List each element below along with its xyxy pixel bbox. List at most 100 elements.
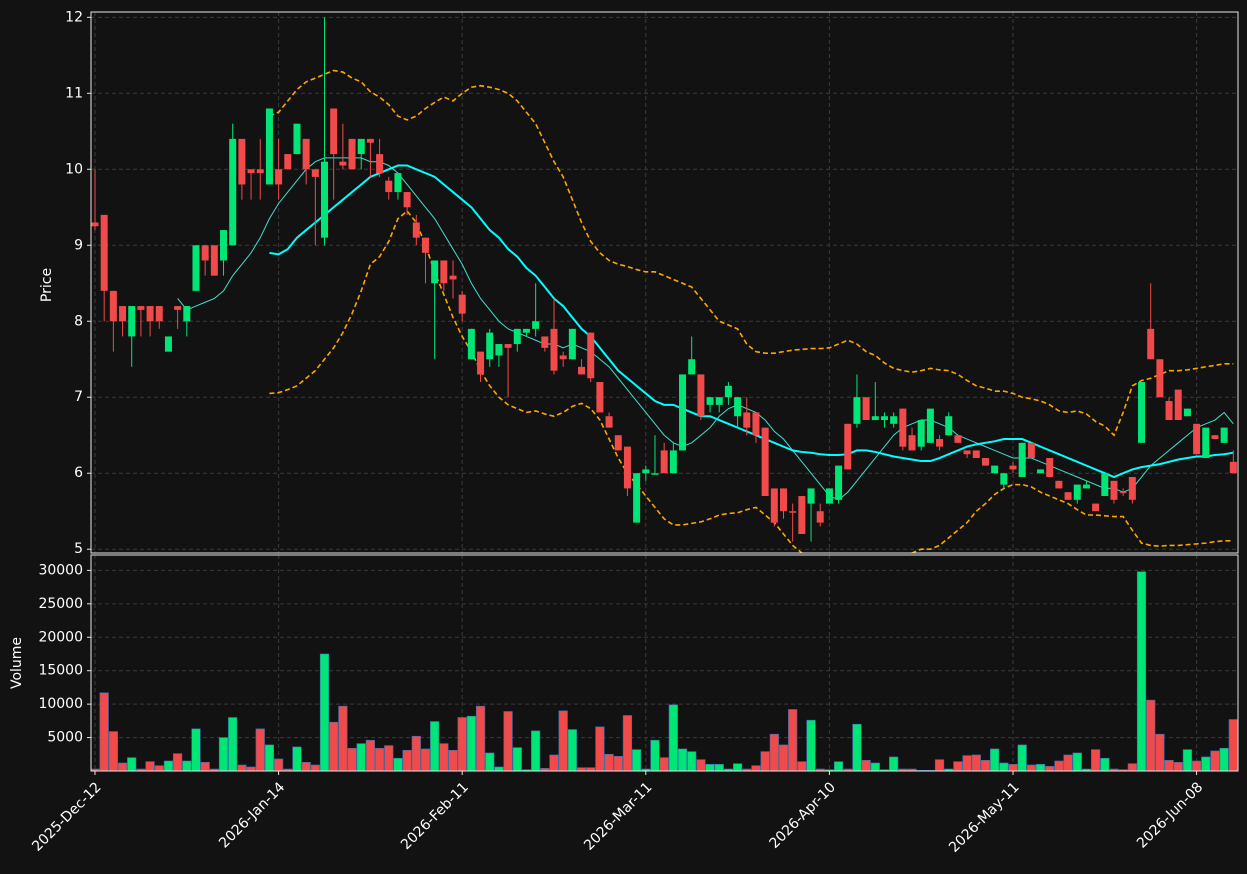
volume-bar xyxy=(1228,719,1238,771)
volume-bar xyxy=(934,759,945,771)
candle-body xyxy=(862,397,870,421)
candle-body xyxy=(972,450,980,459)
volume-bar xyxy=(898,768,908,771)
volume-panel xyxy=(91,555,1238,771)
candle-body xyxy=(614,435,622,451)
candle-body xyxy=(1073,484,1081,500)
volume-bar xyxy=(503,711,513,771)
y-tick-label: 5000 xyxy=(47,730,83,746)
candle-body xyxy=(100,214,108,291)
volume-bar xyxy=(613,755,623,771)
volume-bar xyxy=(586,767,596,771)
y-tick-label: 9 xyxy=(74,237,83,253)
volume-bar xyxy=(659,757,669,771)
candle-body xyxy=(550,328,558,371)
candle-body xyxy=(137,306,145,310)
candle-body xyxy=(1147,328,1155,360)
volume-bar xyxy=(228,717,238,771)
candle-body xyxy=(587,332,595,379)
candle-body xyxy=(1183,408,1191,417)
candle-body xyxy=(1128,477,1136,500)
volume-bar xyxy=(1164,760,1174,771)
volume-bar xyxy=(1182,749,1193,771)
candle-body xyxy=(954,435,962,443)
candle-body xyxy=(1018,442,1026,478)
candle-body xyxy=(623,446,631,489)
candle-body xyxy=(991,465,999,474)
candle-body xyxy=(192,245,200,291)
candle-body xyxy=(917,420,925,447)
candle-body xyxy=(339,161,347,166)
volume-bar xyxy=(255,728,265,771)
candle-body xyxy=(926,408,934,443)
candle-body xyxy=(183,306,191,322)
candle-body xyxy=(743,412,751,428)
volume-bar xyxy=(108,731,118,771)
volume-bar xyxy=(531,730,541,771)
volume-bar xyxy=(182,760,192,771)
candle-body xyxy=(385,180,393,193)
x-tick-label: 2026-Jun-08 xyxy=(1134,779,1206,851)
candle-body xyxy=(247,169,255,174)
candle-body xyxy=(1165,401,1173,421)
candle-body xyxy=(706,397,714,405)
volume-bar xyxy=(953,761,963,771)
volume-bar xyxy=(576,767,587,771)
candle-body xyxy=(421,237,429,253)
candle-body xyxy=(449,275,457,280)
volume-bar xyxy=(273,758,284,771)
y-tick-label: 10 xyxy=(65,161,83,177)
line-series xyxy=(269,69,1234,437)
candle-body xyxy=(752,412,760,436)
x-tick-label: 2025-Dec-12 xyxy=(29,779,104,854)
candle-body xyxy=(844,423,852,470)
volume-bar xyxy=(173,753,183,771)
volume-bar xyxy=(668,704,678,771)
volume-bar xyxy=(567,729,577,771)
candle-body xyxy=(1055,480,1063,489)
x-tick-label: 2026-Mar-11 xyxy=(581,779,655,853)
volume-bar xyxy=(246,766,256,771)
candle-body xyxy=(1119,492,1127,494)
volume-bar xyxy=(1035,764,1046,771)
y-tick-label: 12 xyxy=(65,9,83,25)
volume-bar xyxy=(374,747,385,771)
volume-bar xyxy=(1201,756,1211,771)
volume-bar xyxy=(292,746,302,771)
candle-body xyxy=(174,306,182,310)
y-tick-label: 5 xyxy=(74,541,83,557)
volume-bar xyxy=(650,739,660,771)
volume-bar xyxy=(264,744,275,771)
volume-bar xyxy=(1210,750,1220,771)
volume-bar xyxy=(1063,754,1073,771)
candle-body xyxy=(412,222,420,238)
candle-body xyxy=(210,245,218,276)
candle-body xyxy=(321,161,328,238)
volume-bar xyxy=(742,768,752,771)
candle-body xyxy=(697,374,705,417)
volume-bar xyxy=(815,768,825,771)
candle-body xyxy=(1174,389,1182,421)
candle-body xyxy=(908,435,916,451)
candle-body xyxy=(330,108,338,155)
y-tick-label: 30000 xyxy=(38,562,83,578)
candle-body xyxy=(1156,359,1164,398)
candle-body xyxy=(1138,382,1146,443)
candle-body xyxy=(679,374,687,451)
volume-bar xyxy=(1219,747,1229,771)
volume-bar xyxy=(944,768,954,771)
candle-body xyxy=(880,416,888,421)
y-tick-label: 6 xyxy=(74,465,83,481)
candle-body xyxy=(1027,442,1035,459)
candle-body xyxy=(715,397,723,405)
candle-body xyxy=(128,306,136,337)
candle-body xyxy=(1211,435,1219,440)
candle-body xyxy=(807,488,815,504)
volume-bar xyxy=(91,768,100,771)
candle-body xyxy=(899,408,907,447)
volume-bar xyxy=(136,768,146,771)
price-layer xyxy=(91,17,1237,553)
volume-bar xyxy=(1192,760,1202,771)
y-tick-label: 25000 xyxy=(38,596,83,612)
